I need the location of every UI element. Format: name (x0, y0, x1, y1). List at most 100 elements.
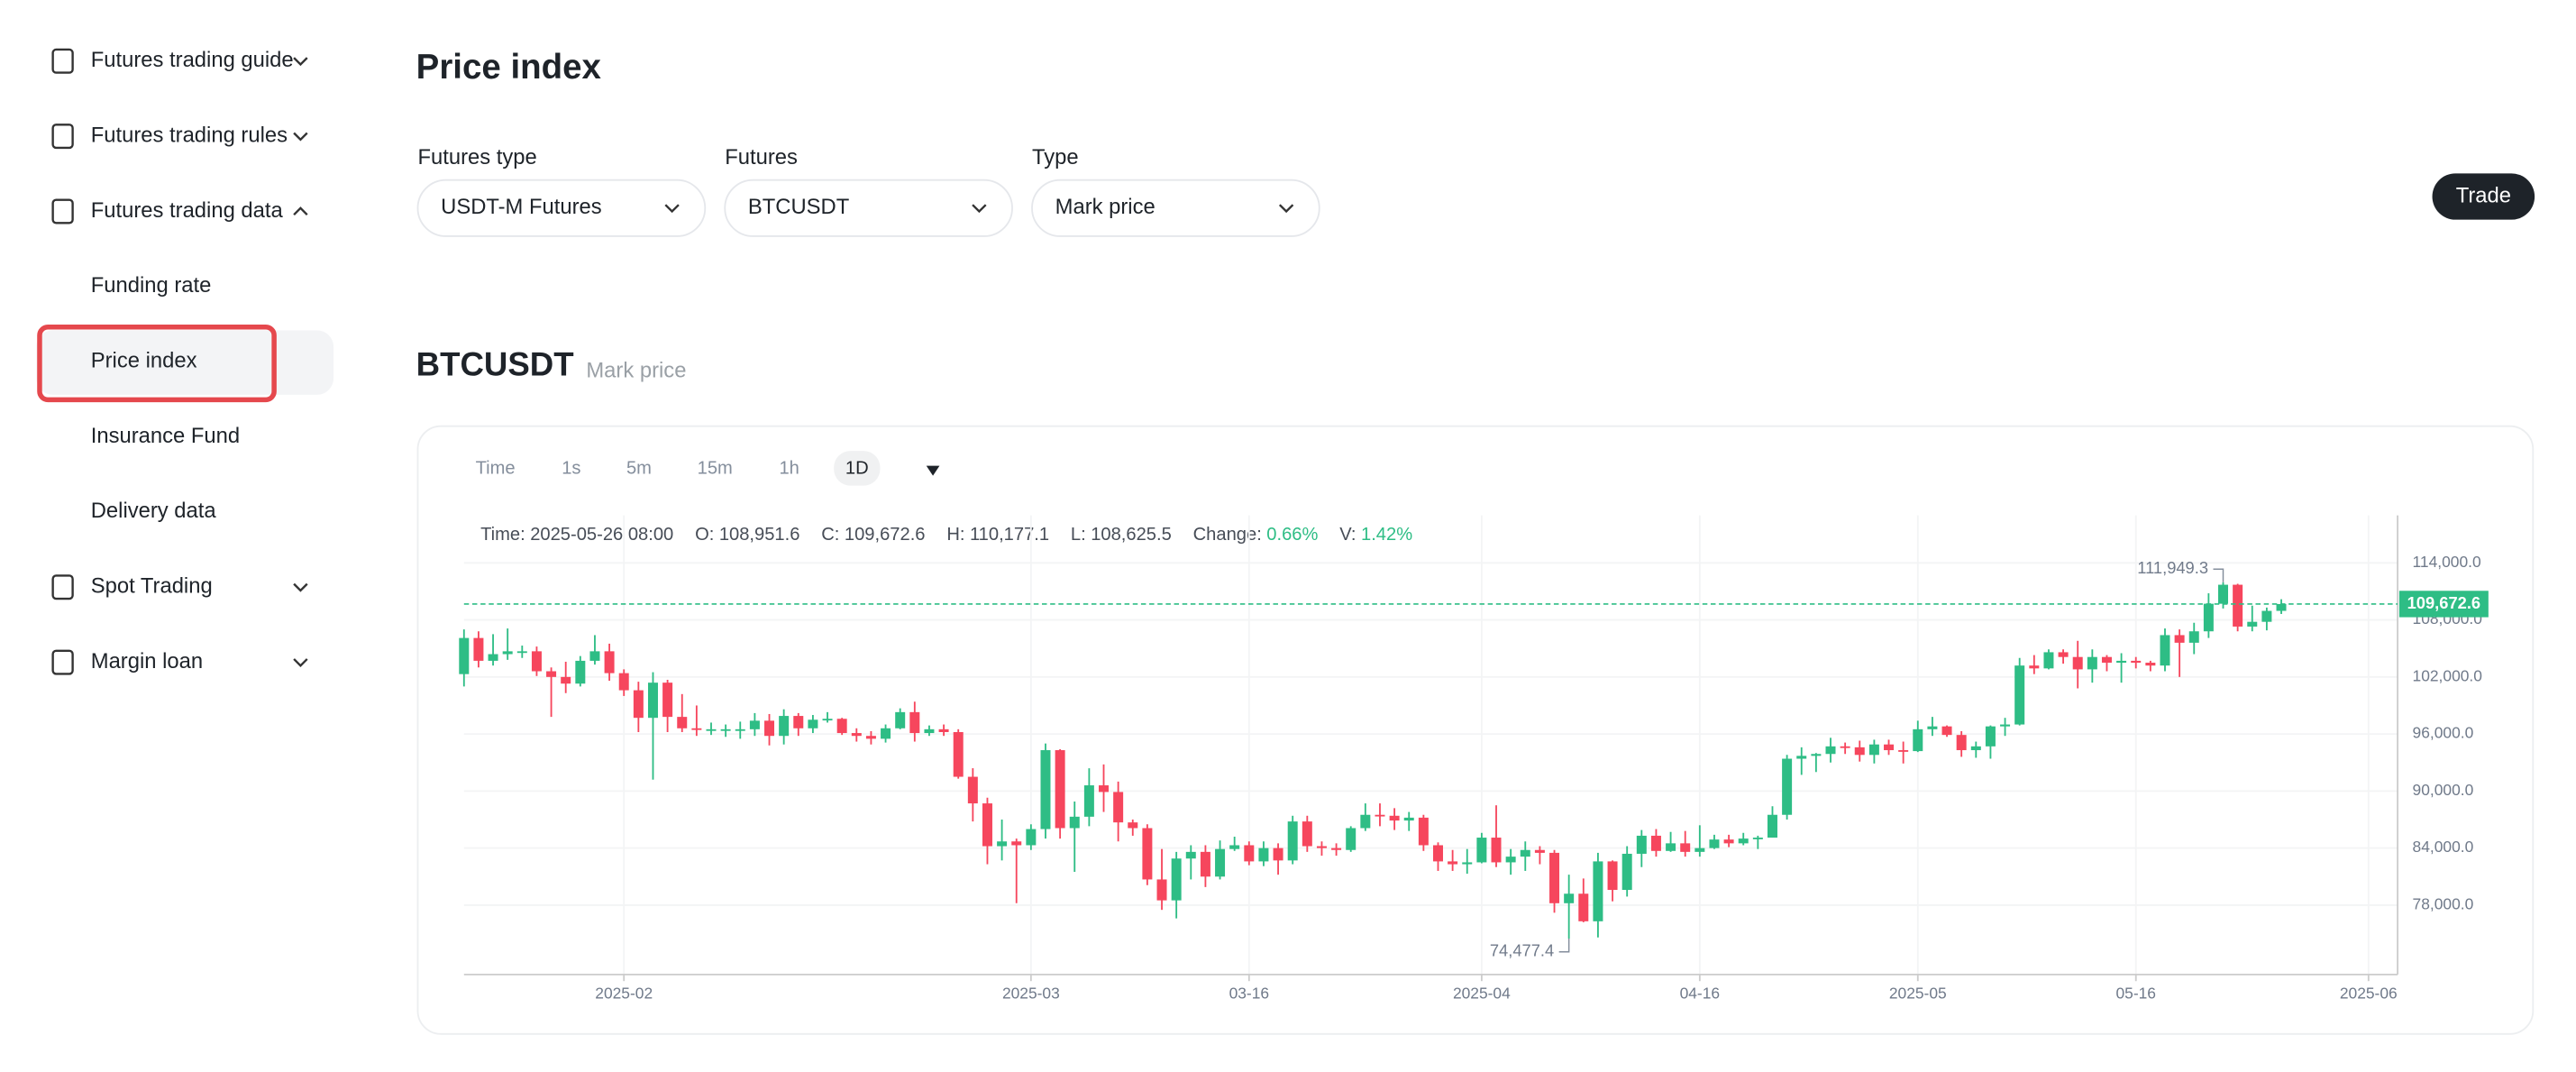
candle-body (1680, 843, 1691, 852)
x-tick-label: 2025-06 (2340, 984, 2398, 1002)
info-value: 2025-05-26 08:00 (530, 525, 673, 545)
annotation-arrow (1558, 939, 1570, 953)
candle-body (2188, 631, 2199, 643)
y-tick-label: 90,000.0 (2413, 781, 2474, 799)
candle-body (2029, 665, 2040, 669)
candle-body (1142, 828, 1153, 880)
menu-item[interactable]: Insurance Fund (91, 424, 240, 448)
candle-body (1607, 861, 1618, 891)
menu-item[interactable]: Futures trading guide (91, 48, 294, 72)
filter-select[interactable] (724, 179, 1013, 237)
filter-value[interactable]: BTCUSDT (748, 195, 849, 219)
dropdown-icon[interactable] (926, 465, 940, 476)
trade-label[interactable]: Trade (2456, 183, 2511, 207)
candle-body (1287, 821, 1298, 861)
menu-icon (51, 649, 74, 675)
candle-body (2116, 660, 2127, 664)
candle-body (1229, 845, 1240, 849)
chart-card (416, 425, 2535, 1035)
menu-item[interactable]: Delivery data (91, 499, 217, 523)
interval-tab[interactable]: 5m (626, 459, 652, 479)
y-tick-label: 84,000.0 (2413, 838, 2474, 856)
menu-item[interactable]: Futures trading rules (91, 123, 288, 147)
candle-body (938, 728, 949, 732)
candle-body (1650, 835, 1661, 851)
candle-body (1491, 838, 1502, 863)
candle-body (1636, 835, 1647, 854)
candle-body (2000, 724, 2011, 727)
candle-body (2101, 656, 2112, 664)
chevron (293, 132, 308, 142)
candle-body (575, 660, 586, 684)
info-value: 108,625.5 (1091, 525, 1172, 545)
info-value: 108,951.6 (719, 525, 800, 545)
candle-body (1418, 817, 1429, 846)
candle-body (779, 716, 790, 737)
candle-body (2174, 635, 2185, 643)
menu-icon (51, 198, 74, 224)
candle-body (865, 736, 876, 739)
candle-body (764, 720, 775, 737)
candle-body (1156, 879, 1167, 901)
candle-body (1723, 839, 1734, 844)
menu-item[interactable]: Futures trading data (91, 198, 284, 223)
menu-item[interactable]: Spot Trading (91, 574, 213, 599)
candle-body (1462, 862, 1473, 865)
candle-body (706, 728, 717, 731)
chevron (293, 658, 308, 667)
candle-body (1970, 746, 1981, 751)
candle-body (1811, 754, 1822, 756)
candle-body (1796, 756, 1807, 759)
candle-body (2261, 610, 2272, 622)
candle-body (1432, 845, 1443, 862)
candle-body (1840, 746, 1850, 748)
candle-body (2247, 621, 2258, 627)
candle-body (1026, 829, 1037, 846)
candle-body (1520, 849, 1530, 857)
candle-body (1302, 821, 1312, 847)
filter-select[interactable] (1031, 179, 1320, 237)
candle-body (488, 654, 498, 661)
candle-body (1069, 816, 1080, 829)
interval-tab[interactable]: 1h (779, 459, 799, 479)
section-title: BTCUSDT (416, 345, 574, 382)
menu-item[interactable]: Funding rate (91, 273, 212, 298)
candle-body (2160, 635, 2170, 666)
candle-body (749, 720, 760, 729)
interval-tab[interactable]: 1D (845, 459, 869, 479)
info-key: H: (946, 525, 964, 545)
trade-button[interactable] (2432, 173, 2535, 220)
filter-value[interactable]: Mark price (1055, 195, 1156, 219)
candle-body (881, 728, 891, 739)
candle-body (1927, 726, 1938, 729)
candle-body (1578, 893, 1589, 921)
annotation: 111,949.3 (2137, 558, 2208, 577)
last-price-label: 109,672.6 (2407, 593, 2480, 612)
candle-body (1244, 845, 1255, 862)
candle-body (1854, 747, 1865, 756)
candle-body (1884, 744, 1895, 751)
y-tick-label: 78,000.0 (2413, 894, 2474, 912)
menu-icon (51, 124, 74, 150)
interval-tab[interactable]: 1s (562, 459, 580, 479)
candle-body (1825, 746, 1836, 755)
interval-tab[interactable]: 15m (698, 459, 733, 479)
candle-body (2131, 660, 2142, 664)
filter-select[interactable] (416, 179, 707, 237)
interval-tab[interactable]: Time (476, 459, 516, 479)
menu-item[interactable]: Price index (91, 349, 197, 373)
info-value: 110,177.1 (970, 525, 1049, 545)
candle-body (1083, 785, 1094, 817)
candle-body (2276, 603, 2287, 611)
chevron (972, 204, 987, 214)
candle-body (1375, 814, 1385, 817)
filter-value[interactable]: USDT-M Futures (441, 195, 602, 219)
candle-body (953, 731, 964, 777)
candle-body (997, 841, 1008, 847)
candle-body (1258, 848, 1269, 862)
candle-body (2218, 584, 2229, 604)
info-key: L: (1071, 525, 1086, 545)
candle-body (546, 671, 557, 677)
menu-item[interactable]: Margin loan (91, 649, 203, 673)
